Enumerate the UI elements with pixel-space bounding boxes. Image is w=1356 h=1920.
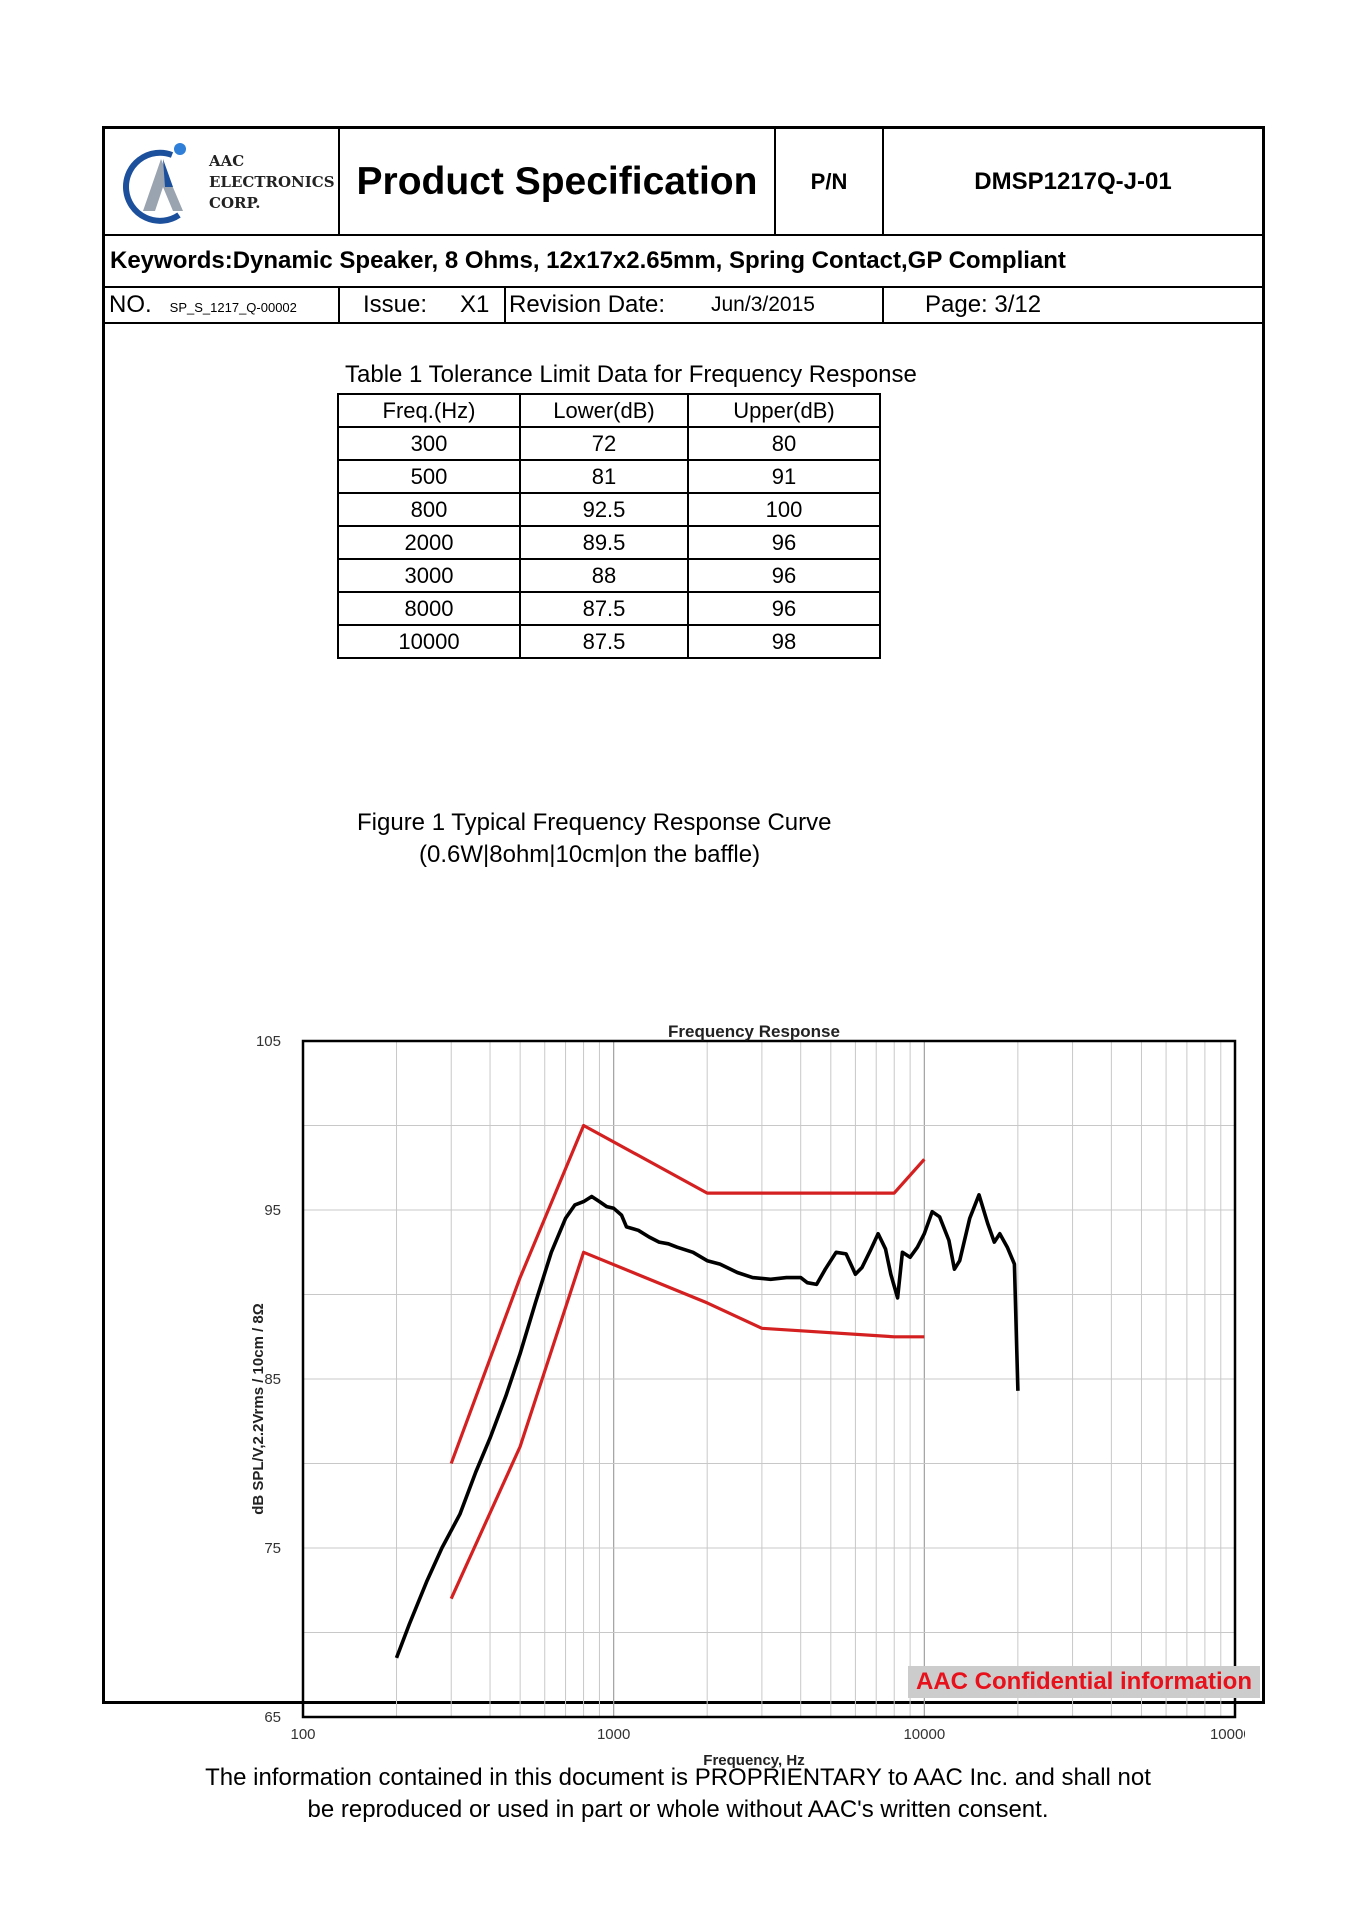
document-number-value: SP_S_1217_Q-00002 <box>169 300 297 315</box>
table-cell: 96 <box>687 558 881 593</box>
document-title: Product Specification <box>340 129 776 234</box>
issue: Issue: X1 <box>340 288 506 322</box>
x-tick-label: 100000 <box>1210 1726 1245 1743</box>
table-cell: 81 <box>519 459 689 494</box>
document-number: NO. SP_S_1217_Q-00002 <box>105 288 340 322</box>
x-axis-label: Frequency, Hz <box>703 1752 804 1769</box>
pn-value: DMSP1217Q-J-01 <box>974 167 1172 195</box>
table-cell: 87.5 <box>519 624 689 659</box>
table-cell: 89.5 <box>519 525 689 560</box>
page-number: Page: 3/12 <box>884 288 1262 322</box>
table-cell: 8000 <box>337 591 521 626</box>
series-line-1 <box>449 1250 925 1600</box>
x-tick-label: 1000 <box>597 1726 630 1743</box>
x-tick-label: 10000 <box>903 1726 945 1743</box>
plot-area-border <box>301 1039 1237 1719</box>
column-header: Freq.(Hz) <box>337 393 521 428</box>
table-cell: 96 <box>687 591 881 626</box>
issue-label: Issue: <box>363 291 428 318</box>
document-number-label: NO. <box>109 291 152 318</box>
table-row: 500 81 91 <box>337 459 881 494</box>
table-cell: 10000 <box>337 624 521 659</box>
table-cell: 800 <box>337 492 521 527</box>
table-cell: 92.5 <box>519 492 689 527</box>
pn-label: P/N <box>776 129 884 234</box>
document-info-row: NO. SP_S_1217_Q-00002 Issue: X1 Revision … <box>105 288 1262 324</box>
notice-line: The information contained in this docume… <box>205 1764 1151 1791</box>
y-tick-label: 75 <box>264 1540 281 1557</box>
table-cell: 87.5 <box>519 591 689 626</box>
revision-date-value: Jun/3/2015 <box>711 293 815 316</box>
table-cell: 500 <box>337 459 521 494</box>
table-cell: 3000 <box>337 558 521 593</box>
table-row: 800 92.5 100 <box>337 492 881 527</box>
tolerance-table: Freq.(Hz) Lower(dB) Upper(dB) 300 72 80 … <box>337 393 881 659</box>
series-line-0 <box>449 1123 926 1465</box>
company-name: AAC ELECTRONICS CORP. <box>209 151 335 214</box>
company-name-line: AAC <box>209 152 245 170</box>
y-tick-label: 65 <box>264 1709 281 1726</box>
y-tick-label: 85 <box>264 1371 281 1388</box>
table-header-row: Freq.(Hz) Lower(dB) Upper(dB) <box>337 393 881 428</box>
table-row: 300 72 80 <box>337 426 881 461</box>
y-axis-label: dB SPL/V,2.2Vrms / 10cm / 8Ω <box>250 1303 267 1515</box>
table-row: 8000 87.5 96 <box>337 591 881 626</box>
table-cell: 88 <box>519 558 689 593</box>
table-cell: 91 <box>687 459 881 494</box>
aac-logo-icon <box>123 143 186 224</box>
keywords-row: Keywords:Dynamic Speaker, 8 Ohms, 12x17x… <box>105 236 1262 288</box>
table-cell: 100 <box>687 492 881 527</box>
company-logo: AAC ELECTRONICS CORP. <box>105 129 340 234</box>
figure-caption: Figure 1 Typical Frequency Response Curv… <box>357 809 832 836</box>
company-name-line: CORP. <box>209 194 261 212</box>
table-row: 10000 87.5 98 <box>337 624 881 659</box>
figure-subcaption: (0.6W|8ohm|10cm|on the baffle) <box>419 841 761 868</box>
series-line-2 <box>394 1192 1020 1659</box>
spec-sheet-frame: AAC ELECTRONICS CORP. Product Specificat… <box>102 126 1265 1769</box>
table-cell: 98 <box>687 624 881 659</box>
column-header: Lower(dB) <box>519 393 689 428</box>
issue-value: X1 <box>460 291 490 318</box>
table-row: 3000 88 96 <box>337 558 881 593</box>
table-cell: 96 <box>687 525 881 560</box>
table-caption: Table 1 Tolerance Limit Data for Frequen… <box>345 361 917 388</box>
table-cell: 300 <box>337 426 521 461</box>
y-tick-label: 105 <box>256 1033 281 1050</box>
column-header: Upper(dB) <box>687 393 881 428</box>
table-row: 2000 89.5 96 <box>337 525 881 560</box>
revision-date-label: Revision Date: <box>509 291 666 318</box>
company-name-line: ELECTRONICS <box>209 173 335 191</box>
frequency-response-chart: 100 1000 10000 100000 65 75 85 95 105 Frequency R… <box>250 1022 1245 1769</box>
x-tick-label: 100 <box>290 1726 315 1743</box>
proprietary-notice: The information contained in this docume… <box>0 1762 1356 1826</box>
header-row: AAC ELECTRONICS CORP. Product Specificat… <box>105 129 1262 236</box>
table-cell: 72 <box>519 426 689 461</box>
table-cell: 2000 <box>337 525 521 560</box>
confidential-banner: AAC Confidential information <box>908 1666 1260 1698</box>
table-cell: 80 <box>687 426 881 461</box>
chart-title: Frequency Response <box>668 1022 840 1041</box>
page-number-label: Page: 3/12 <box>925 291 1042 318</box>
y-tick-label: 95 <box>264 1202 281 1219</box>
notice-line: be reproduced or used in part or whole w… <box>307 1796 1049 1823</box>
revision-date: Revision Date: Jun/3/2015 <box>506 288 884 322</box>
